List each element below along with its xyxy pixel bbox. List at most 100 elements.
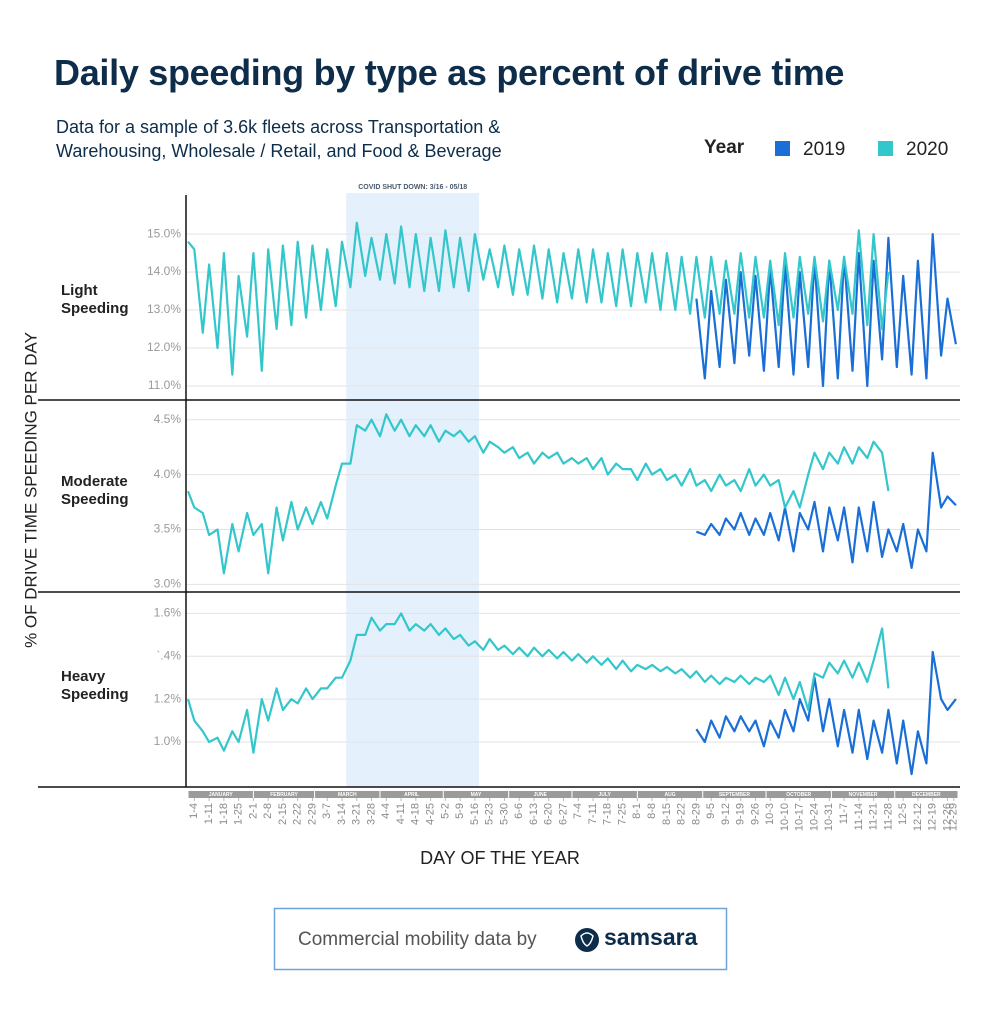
x-tick-label: 6-6 — [513, 803, 525, 819]
x-tick-label: 2-15 — [277, 803, 289, 825]
month-label: NOVEMBER — [849, 792, 878, 798]
month-band — [703, 791, 766, 798]
x-tick-label: 8-15 — [661, 803, 673, 825]
month-label: MARCH — [338, 792, 357, 798]
y-tick-label: 13.0% — [147, 302, 181, 316]
x-tick-label: 11-7 — [838, 803, 850, 824]
x-tick-label: 3-7 — [321, 803, 333, 819]
brand-icon — [575, 928, 599, 952]
month-band — [188, 791, 253, 798]
y-tick-label: 15.0% — [147, 226, 181, 240]
annotation: COVID SHUT DOWN: 3/16 - 05/18 — [358, 184, 467, 191]
y-tick-label: 4.5% — [154, 412, 182, 426]
x-tick-label: 12-29 — [948, 803, 960, 831]
x-tick-label: 6-27 — [557, 803, 569, 825]
x-tick-label: 12-26 — [941, 803, 953, 831]
x-tick-label: 9-19 — [735, 803, 747, 825]
x-tick-label: 12-19 — [927, 803, 939, 831]
x-tick-label: 2-29 — [306, 803, 318, 825]
x-tick-label: 10-24 — [808, 803, 820, 831]
legend-title: Year — [704, 137, 745, 158]
x-tick-label: 4-11 — [395, 803, 407, 824]
x-tick-label: 9-12 — [720, 803, 732, 825]
x-tick-label: 8-8 — [646, 803, 658, 819]
y-tick-label: 1.6% — [154, 606, 182, 620]
month-band — [315, 791, 380, 798]
x-tick-label: 1-11 — [203, 803, 215, 824]
y-tick-label: `.4% — [156, 648, 181, 662]
x-tick-label: 9-26 — [749, 803, 761, 825]
legend-label: 2020 — [906, 139, 948, 160]
y-tick-label: 1.0% — [154, 734, 182, 748]
x-tick-label: 2-8 — [262, 803, 274, 819]
month-label: JULY — [598, 792, 611, 798]
y-axis-label: % OF DRIVE TIME SPEEDING PER DAY — [21, 332, 40, 648]
x-tick-label: 5-9 — [454, 803, 466, 819]
panel-label: Moderate Speeding — [61, 473, 129, 508]
title: Daily speeding by type as percent of dri… — [54, 52, 845, 93]
x-tick-label: 12-5 — [897, 803, 909, 825]
month-band — [831, 791, 895, 798]
x-tick-label: 6-20 — [543, 803, 555, 825]
x-tick-label: 10-31 — [823, 803, 835, 831]
x-tick-label: 8-29 — [690, 803, 702, 825]
x-tick-label: 1-18 — [218, 803, 230, 825]
x-tick-label: 10-10 — [779, 803, 791, 831]
month-band — [895, 791, 958, 798]
brand-icon-mark — [580, 932, 594, 947]
panel-label: Heavy Speeding — [61, 668, 129, 703]
x-tick-label: 10-3 — [764, 803, 776, 825]
x-tick-label: 4-18 — [410, 803, 422, 825]
brand-name: samsara — [604, 924, 698, 950]
y-tick-label: 12.0% — [147, 340, 181, 354]
month-band — [380, 791, 443, 798]
x-tick-label: 12-12 — [912, 803, 924, 831]
x-tick-label: 1-4 — [188, 803, 200, 819]
x-tick-label: 5-16 — [469, 803, 481, 825]
series-line — [696, 451, 957, 569]
series-line — [695, 233, 957, 388]
month-band — [637, 791, 703, 798]
x-tick-label: 7-11 — [587, 803, 599, 824]
series-line — [187, 221, 890, 376]
x-tick-label: 5-23 — [484, 803, 496, 825]
x-tick-label: 1-25 — [233, 803, 245, 825]
x-tick-label: 11-14 — [853, 803, 865, 830]
x-tick-label: 4-4 — [380, 803, 392, 819]
footer-box — [273, 907, 728, 971]
x-tick-label: 11-28 — [882, 803, 894, 830]
month-label: DECEMBER — [912, 792, 941, 798]
legend-label: 2019 — [803, 139, 845, 160]
x-tick-label: 5-30 — [498, 803, 510, 825]
month-label: JUNE — [534, 792, 548, 798]
x-tick-label: 2-1 — [247, 803, 259, 819]
month-label: AUG — [664, 792, 675, 798]
month-band — [509, 791, 572, 798]
y-tick-label: 1.2% — [154, 691, 182, 705]
x-tick-label: 3-21 — [351, 803, 363, 825]
subtitle: Data for a sample of 3.6k fleets across … — [56, 117, 502, 161]
y-tick-label: 3.0% — [154, 576, 182, 590]
x-tick-label: 11-21 — [868, 803, 880, 830]
month-band — [572, 791, 637, 798]
month-label: SEPTEMBER — [719, 792, 751, 798]
x-tick-label: 4-25 — [425, 803, 437, 825]
shutdown-shade — [346, 193, 480, 787]
y-tick-label: 11.0% — [148, 378, 181, 392]
month-label: JANUARY — [209, 792, 234, 798]
y-tick-label: 14.0% — [147, 264, 181, 278]
x-tick-label: 10-17 — [794, 803, 806, 831]
x-tick-label: 7-18 — [602, 803, 614, 825]
series-line — [695, 650, 957, 776]
series-line — [186, 612, 890, 754]
series-line — [186, 413, 890, 575]
x-tick-label: 7-25 — [616, 803, 628, 825]
x-tick-label: 3-28 — [365, 803, 377, 825]
x-tick-label: 8-1 — [631, 803, 643, 819]
x-tick-label: 5-2 — [439, 803, 451, 819]
x-tick-label: 7-4 — [572, 803, 584, 819]
y-tick-label: 4.0% — [154, 467, 182, 481]
x-tick-label: 8-22 — [676, 803, 688, 825]
x-tick-label: 6-13 — [528, 803, 540, 825]
